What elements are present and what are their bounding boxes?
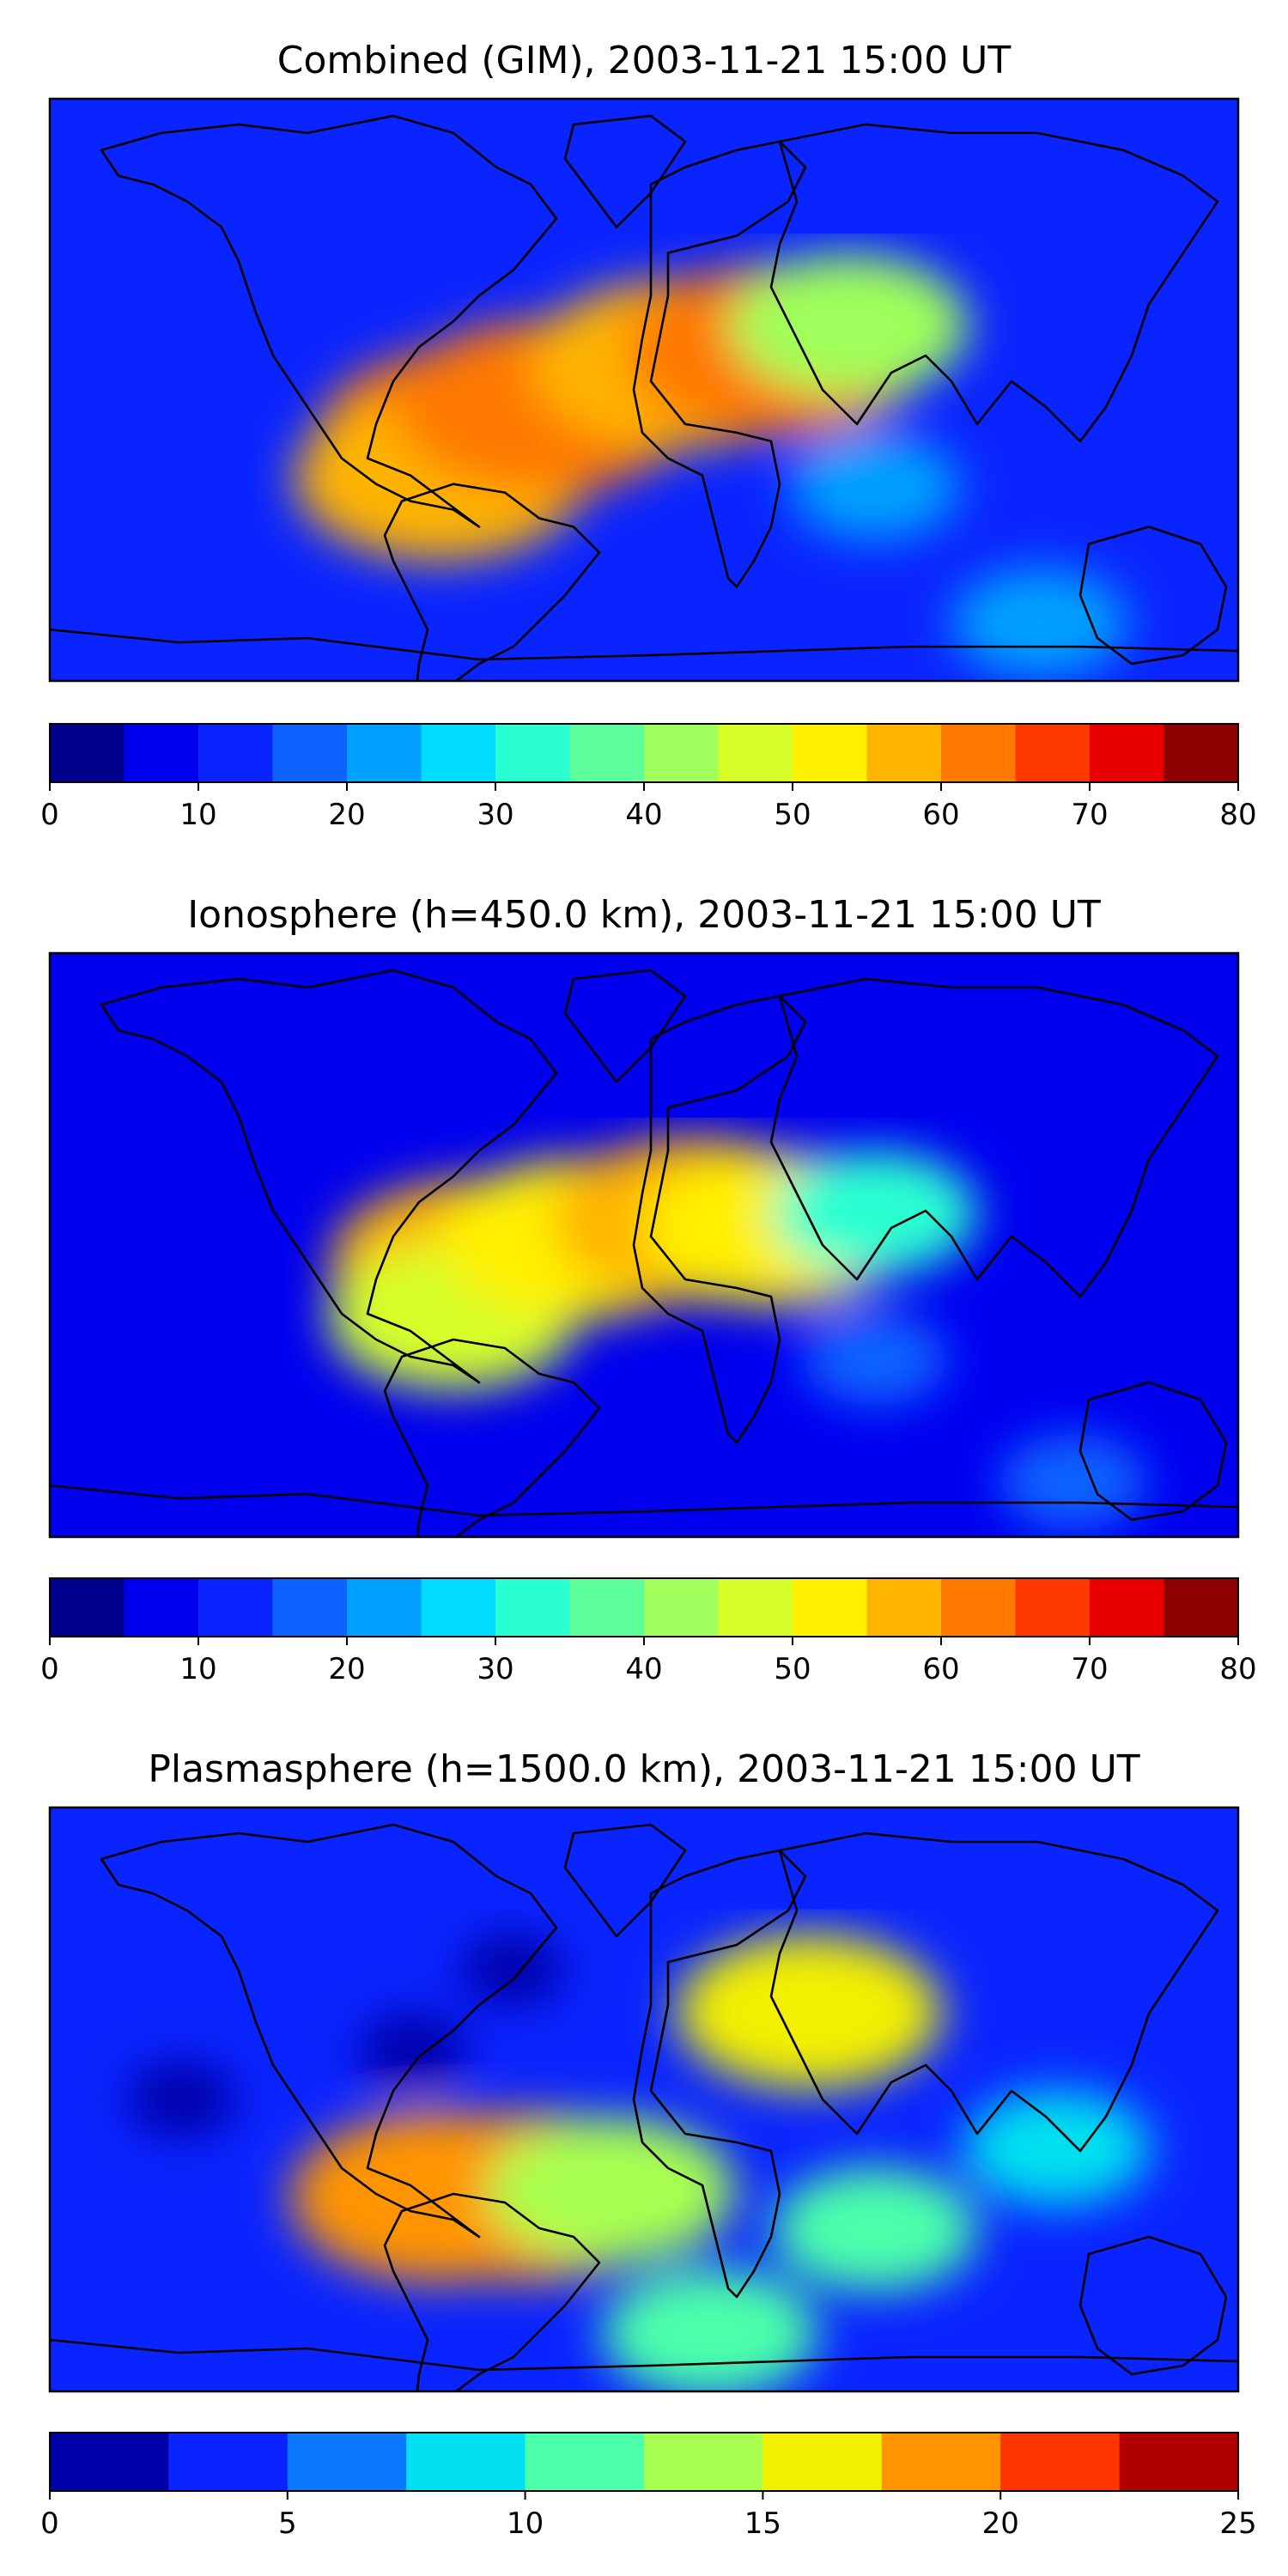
field-feature (602, 2268, 818, 2391)
colorbar-bin (347, 724, 422, 782)
colorbar-tick-label: 10 (179, 1652, 216, 1686)
colorbar-bin (1163, 724, 1239, 782)
colorbar-tick-label: 20 (328, 1652, 365, 1686)
colorbar-bin (718, 1578, 793, 1637)
colorbar-tick-label: 80 (1219, 1652, 1256, 1686)
field-feature (963, 2090, 1151, 2206)
colorbar-tick-label: 0 (40, 1652, 59, 1686)
field-feature (459, 1932, 565, 2008)
colorbar-bin (495, 724, 571, 782)
colorbar-bin (866, 1578, 942, 1637)
colorbar-bin (495, 1578, 571, 1637)
colorbar-bin (1163, 1578, 1239, 1637)
colorbar-tick-label: 40 (625, 1652, 662, 1686)
colorbar-bin (198, 724, 274, 782)
map-field (50, 1807, 1238, 2391)
colorbar-bin (50, 1578, 125, 1637)
colorbar-bin (1119, 2433, 1239, 2491)
colorbar-bin (644, 2433, 763, 2491)
colorbar-tick-label: 20 (328, 798, 365, 832)
colorbar: 0 5 10 15 20 25 (40, 2432, 1257, 2541)
colorbar-bin (941, 724, 1017, 782)
colorbar-tick-label: 30 (477, 1652, 513, 1686)
colorbar-bin (168, 2433, 289, 2491)
map-field (50, 99, 1238, 681)
colorbar-tick-label: 20 (982, 2506, 1019, 2541)
colorbar-bin (272, 724, 348, 782)
field-feature (802, 1311, 949, 1406)
colorbar-bin (347, 1578, 422, 1637)
map-frame (48, 951, 1240, 1539)
colorbar-bin (644, 1578, 720, 1637)
colorbar-bin (50, 2433, 169, 2491)
colorbar-bin (1090, 1578, 1165, 1637)
colorbar-tick-label: 0 (40, 798, 59, 832)
field-feature (998, 1433, 1148, 1530)
field-feature (486, 2117, 736, 2263)
colorbar-bin (1000, 2433, 1121, 2491)
colorbar-bin (718, 724, 793, 782)
colorbar-bin (569, 1578, 645, 1637)
tec-field (294, 254, 1129, 678)
colorbar-bin (287, 2433, 407, 2491)
colorbar: 0 10 20 30 40 50 60 70 80 (40, 1577, 1257, 1686)
map-frame (48, 97, 1240, 683)
colorbar-bin (124, 724, 199, 782)
colorbar-bin (644, 724, 720, 782)
field-feature (729, 254, 969, 396)
chart-title: Ionosphere (h=450.0 km), 2003-11-21 15:0… (187, 893, 1101, 937)
field-feature (357, 2012, 469, 2090)
field-feature (773, 1151, 978, 1275)
colorbar-bin (881, 2433, 1001, 2491)
colorbar-tick-label: 70 (1071, 1652, 1108, 1686)
field-feature (790, 434, 961, 540)
field-feature (677, 1935, 942, 2089)
colorbar-tick-label: 25 (1219, 2506, 1256, 2541)
colorbar-tick-label: 60 (922, 798, 959, 832)
colorbar-bin (762, 2433, 883, 2491)
colorbar-tick-label: 50 (774, 1652, 811, 1686)
chart-panel-2: Ionosphere (h=450.0 km), 2003-11-21 15:0… (40, 893, 1256, 1686)
colorbar-bin (406, 2433, 526, 2491)
colorbar-bin (525, 2433, 645, 2491)
colorbar-tick-label: 0 (40, 2506, 59, 2541)
colorbar-tick-label: 10 (507, 2506, 544, 2541)
field-feature (951, 568, 1129, 678)
colorbar-tick-label: 15 (744, 2506, 781, 2541)
map-frame (48, 1806, 1240, 2393)
colorbar-bin (50, 724, 125, 782)
colorbar-tick-label: 10 (179, 798, 216, 832)
chart-title: Plasmasphere (h=1500.0 km), 2003-11-21 1… (148, 1747, 1139, 1791)
map-field (50, 953, 1238, 1537)
chart-title: Combined (GIM), 2003-11-21 15:00 UT (277, 39, 1012, 82)
colorbar-bin (793, 1578, 868, 1637)
colorbar-tick-label: 40 (625, 798, 662, 832)
colorbar-bin (421, 1578, 496, 1637)
colorbar: 0 10 20 30 40 50 60 70 80 (40, 723, 1257, 832)
colorbar-tick-label: 70 (1071, 798, 1108, 832)
colorbar-bin (421, 724, 496, 782)
chart-panel-1: Combined (GIM), 2003-11-21 15:00 UT 0 10 20… (40, 39, 1256, 832)
colorbar-bin (1090, 724, 1165, 782)
colorbar-bin (941, 1578, 1017, 1637)
tec-field (328, 1137, 1148, 1530)
colorbar-tick-label: 50 (774, 798, 811, 832)
colorbar-bin (866, 724, 942, 782)
colorbar-bin (272, 1578, 348, 1637)
colorbar-tick-label: 5 (278, 2506, 297, 2541)
colorbar-frame (49, 2432, 1239, 2492)
colorbar-bin (793, 724, 868, 782)
colorbar-bin (198, 1578, 274, 1637)
colorbar-bin (1015, 1578, 1091, 1637)
colorbar-bin (569, 724, 645, 782)
colorbar-bin (1015, 724, 1091, 782)
field-feature (126, 2061, 238, 2138)
field-feature (773, 2167, 978, 2292)
colorbar-tick-label: 60 (922, 1652, 959, 1686)
colorbar-tick-label: 80 (1219, 798, 1256, 832)
chart-panel-3: Plasmasphere (h=1500.0 km), 2003-11-21 1… (40, 1747, 1256, 2541)
colorbar-bin (124, 1578, 199, 1637)
colorbar-tick-label: 30 (477, 798, 513, 832)
